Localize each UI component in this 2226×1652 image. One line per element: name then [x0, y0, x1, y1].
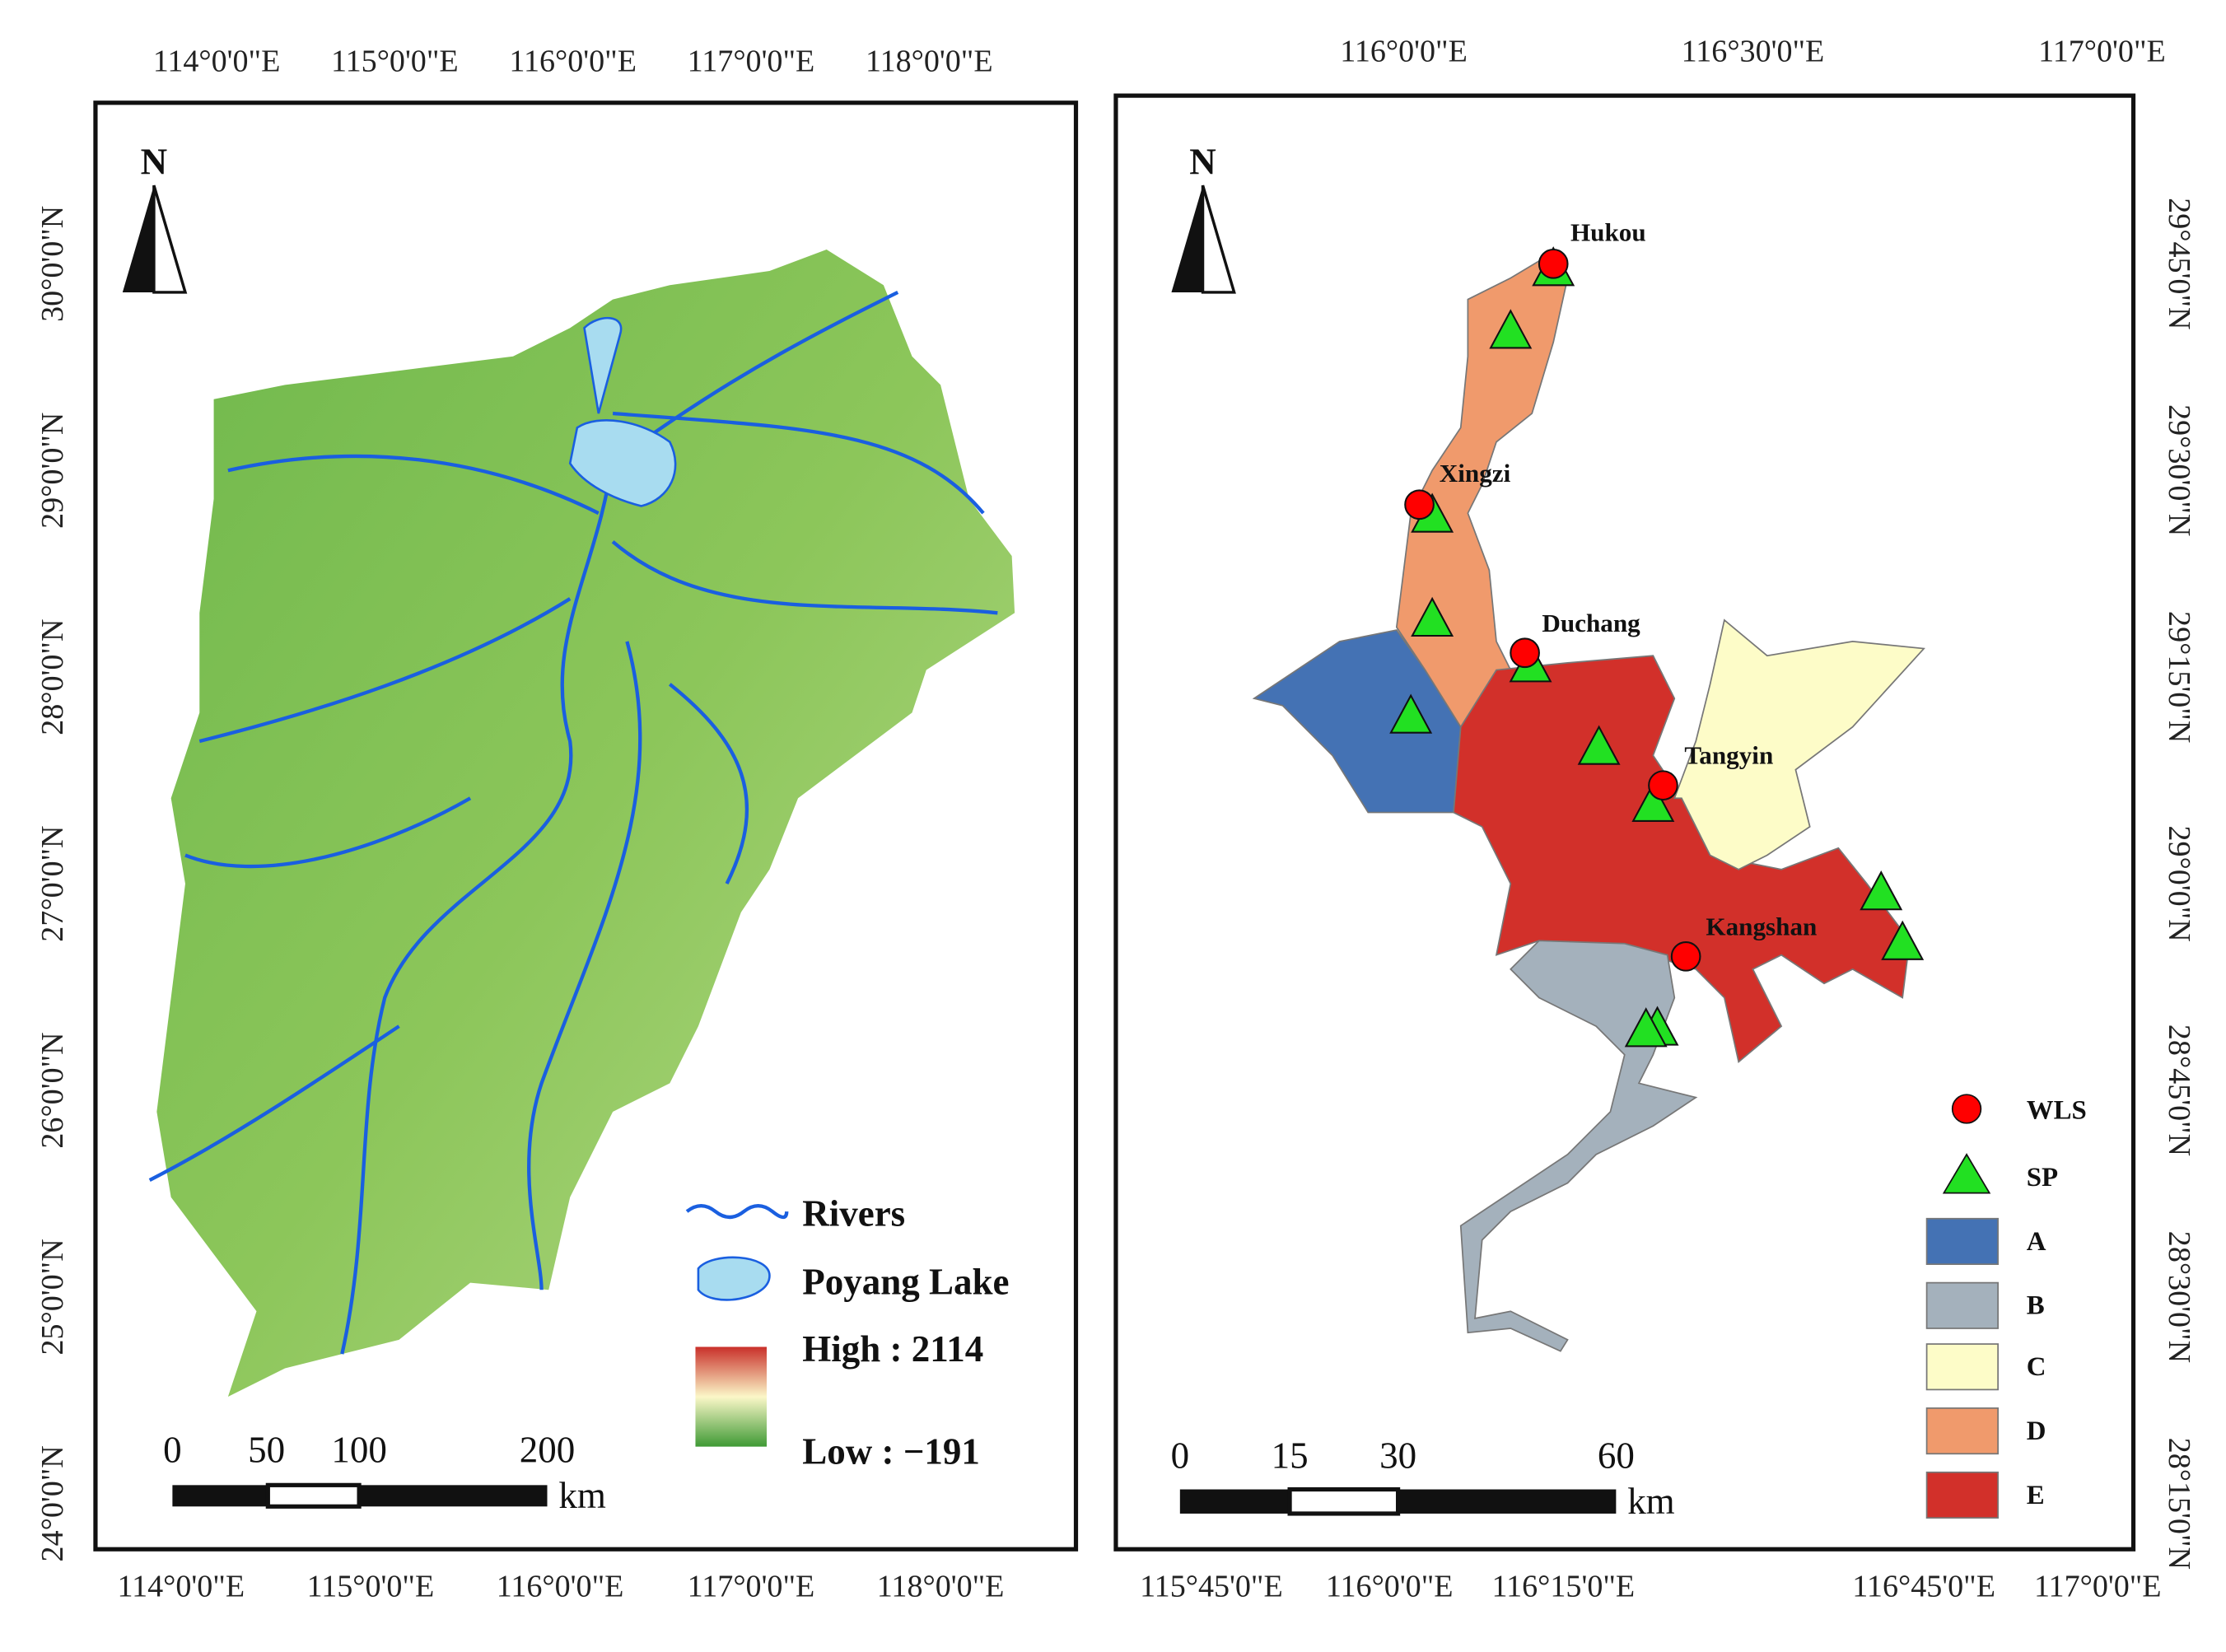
legend-swatch — [1925, 1407, 1999, 1455]
scale-label: 50 — [248, 1430, 285, 1471]
y-tick-label: 29°45'0"N — [2162, 198, 2196, 329]
x-tick-label: 117°0'0"E — [688, 1569, 815, 1603]
scale-bar — [1398, 1489, 1617, 1514]
north-arrow — [1171, 185, 1203, 292]
scale-bar — [1287, 1486, 1401, 1516]
poyang-lake — [568, 316, 677, 507]
legend-swatch — [1925, 1281, 1999, 1329]
y-tick-label: 28°45'0"N — [2162, 1024, 2196, 1156]
scale-unit: km — [558, 1475, 605, 1516]
basin — [156, 250, 1015, 1398]
station-label: Tangyin — [1684, 741, 1773, 770]
legend-label: Rivers — [802, 1192, 905, 1234]
x-tick-label: 117°0'0"E — [2038, 35, 2166, 69]
north-label: N — [1189, 141, 1216, 182]
north-arrow — [1201, 184, 1236, 294]
station-label: Hukou — [1570, 218, 1646, 247]
scale-label: 100 — [331, 1430, 386, 1471]
legend-label: Poyang Lake — [802, 1261, 1009, 1302]
legend-label: SP — [2027, 1163, 2058, 1192]
y-tick-label: 29°0'0"N — [35, 413, 70, 529]
x-tick-label: 116°15'0"E — [1492, 1569, 1636, 1603]
y-tick-label: 29°0'0"N — [2162, 825, 2196, 941]
scale-label: 60 — [1598, 1435, 1635, 1477]
x-tick-label: 115°45'0"E — [1140, 1569, 1283, 1603]
x-tick-label: 114°0'0"E — [117, 1569, 245, 1603]
scale-bar — [1179, 1489, 1290, 1514]
legend-swatch — [1925, 1343, 1999, 1391]
x-tick-label: 116°0'0"E — [497, 1569, 624, 1603]
x-tick-label: 116°0'0"E — [1340, 35, 1468, 69]
x-tick-label: 118°0'0"E — [866, 44, 993, 79]
gauging-stations — [1404, 248, 1701, 972]
station-label: Xingzi — [1440, 459, 1511, 488]
x-tick-label: 116°0'0"E — [1326, 1569, 1454, 1603]
legend-river-symbol — [685, 1204, 789, 1220]
station-label: Duchang — [1542, 609, 1640, 637]
y-tick-label: 30°0'0"N — [35, 206, 70, 322]
scale-label: 200 — [520, 1430, 575, 1471]
legend-dem-ramp — [695, 1346, 767, 1447]
scale-bar — [172, 1485, 268, 1507]
x-tick-label: 116°45'0"E — [1852, 1569, 1995, 1603]
scale-label: 30 — [1379, 1435, 1416, 1477]
y-tick-label: 28°15'0"N — [2162, 1438, 2196, 1570]
x-tick-label: 117°0'0"E — [2034, 1569, 2162, 1603]
legend-lake-symbol — [697, 1256, 771, 1301]
legend-label: A — [2027, 1227, 2046, 1257]
legend-swatch — [1925, 1471, 1999, 1519]
y-tick-label: 25°0'0"N — [35, 1239, 70, 1355]
zone-e — [1453, 655, 1911, 1063]
scale-label: 15 — [1272, 1435, 1309, 1477]
legend-label: B — [2027, 1291, 2045, 1321]
scale-unit: km — [1627, 1481, 1674, 1522]
y-tick-label: 27°0'0"N — [35, 825, 70, 941]
legend-label: Low : −191 — [802, 1430, 980, 1472]
x-tick-label: 117°0'0"E — [688, 44, 815, 79]
zone-c — [1673, 618, 1925, 870]
x-tick-label: 116°30'0"E — [1682, 35, 1825, 69]
y-tick-label: 26°0'0"N — [35, 1032, 70, 1148]
scale-bar — [265, 1482, 362, 1509]
x-tick-label: 116°0'0"E — [509, 44, 637, 79]
station-label: Kangshan — [1706, 912, 1817, 940]
legend-label: WLS — [2027, 1096, 2087, 1126]
legend-wls-symbol — [1951, 1094, 1982, 1124]
legend-label: D — [2027, 1416, 2046, 1446]
legend-label: High : 2114 — [802, 1328, 983, 1370]
y-tick-label: 28°0'0"N — [35, 619, 70, 735]
scale-bar — [359, 1485, 548, 1507]
x-tick-label: 118°0'0"E — [877, 1569, 1005, 1603]
y-tick-label: 28°30'0"N — [2162, 1231, 2196, 1363]
legend-swatch — [1925, 1217, 1999, 1265]
legend-sp-symbol — [1942, 1153, 1991, 1194]
y-tick-label: 29°15'0"N — [2162, 611, 2196, 743]
x-tick-label: 115°0'0"E — [331, 44, 459, 79]
y-tick-label: 29°30'0"N — [2162, 404, 2196, 536]
y-tick-label: 24°0'0"N — [35, 1445, 70, 1561]
x-tick-label: 114°0'0"E — [153, 44, 281, 79]
scale-label: 0 — [1171, 1435, 1190, 1477]
north-arrow — [152, 184, 188, 294]
legend-label: C — [2027, 1352, 2046, 1382]
x-tick-label: 115°0'0"E — [307, 1569, 435, 1603]
north-label: N — [141, 141, 168, 182]
rivers — [148, 291, 998, 1355]
legend-label: E — [2027, 1481, 2045, 1510]
scale-label: 0 — [163, 1430, 182, 1471]
